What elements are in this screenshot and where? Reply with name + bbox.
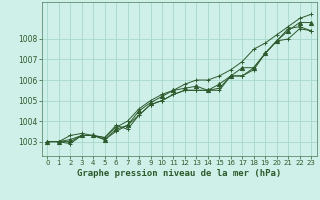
X-axis label: Graphe pression niveau de la mer (hPa): Graphe pression niveau de la mer (hPa) bbox=[77, 169, 281, 178]
